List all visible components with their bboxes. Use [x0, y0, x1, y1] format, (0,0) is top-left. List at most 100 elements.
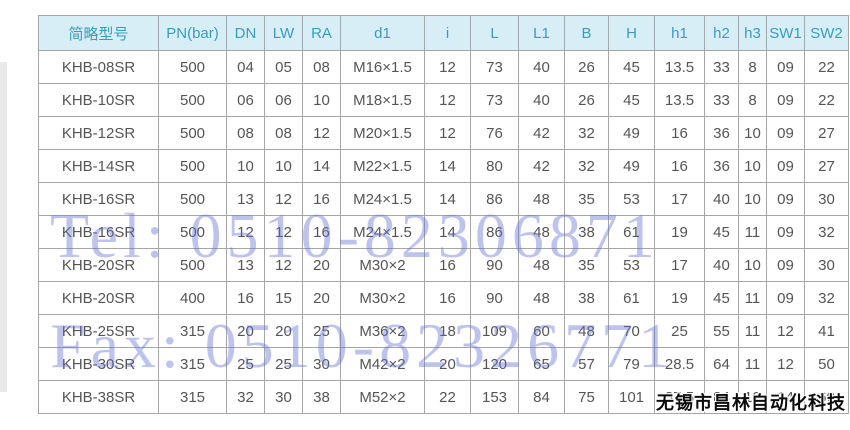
table-cell: 12: [424, 83, 471, 117]
table-cell: 20: [302, 281, 341, 315]
table-cell: 86: [470, 215, 519, 249]
table-cell: M18×1.5: [340, 83, 425, 117]
table-cell: 500: [158, 248, 227, 282]
table-cell: 32: [564, 116, 609, 150]
table-cell: 16: [424, 281, 471, 315]
table-cell: 30: [264, 380, 303, 414]
table-cell: 33: [704, 83, 739, 117]
column-header: 简略型号: [38, 15, 159, 51]
table-cell: 17: [654, 248, 705, 282]
table-cell: 30: [804, 182, 849, 216]
table-cell: 08: [264, 116, 303, 150]
table-row: KHB-16SR 500 12 12 16 M24×1.5 14 86 48 38 61 19 45 11…: [38, 215, 849, 249]
table-cell: 45: [608, 83, 655, 117]
table-cell: 10: [738, 149, 767, 183]
table-cell: 13: [226, 248, 265, 282]
table-row: KHB-25SR 315 20 20 25 M36×2 18 109 60 48 70 25 55 11 1…: [38, 314, 849, 348]
table-cell: 73: [470, 50, 519, 84]
column-header: H: [608, 15, 655, 51]
table-cell: M16×1.5: [340, 50, 425, 84]
table-cell: 45: [608, 50, 655, 84]
table-cell: 25: [226, 347, 265, 381]
table-cell: 14: [424, 215, 471, 249]
table-cell: 12: [264, 248, 303, 282]
table-cell: 90: [470, 281, 519, 315]
table-cell: 55: [704, 314, 739, 348]
table-cell: 25: [264, 347, 303, 381]
table-cell: 8: [738, 83, 767, 117]
table-cell: 25: [302, 314, 341, 348]
table-cell: 08: [226, 116, 265, 150]
table-cell: 45: [704, 281, 739, 315]
table-cell: 8: [738, 50, 767, 84]
table-cell: 33: [704, 50, 739, 84]
table-cell: 49: [608, 149, 655, 183]
table-cell: 22: [804, 50, 849, 84]
table-cell: 27: [804, 116, 849, 150]
table-cell: 48: [518, 281, 565, 315]
table-cell: 06: [226, 83, 265, 117]
table-cell: 16: [226, 281, 265, 315]
table-cell: M22×1.5: [340, 149, 425, 183]
table-row: KHB-14SR 500 10 10 14 M22×1.5 14 80 42 32 49 16 36 10…: [38, 149, 849, 183]
table-cell: 42: [518, 149, 565, 183]
model-cell: KHB-12SR: [38, 116, 159, 150]
table-cell: 65: [518, 347, 565, 381]
table-cell: 57: [564, 347, 609, 381]
table-cell: 12: [766, 314, 805, 348]
table-cell: 16: [302, 182, 341, 216]
column-header: SW1: [766, 15, 805, 51]
column-header: i: [424, 15, 471, 51]
model-cell: KHB-16SR: [38, 215, 159, 249]
table-cell: 400: [158, 281, 227, 315]
model-cell: KHB-20SR: [38, 248, 159, 282]
table-cell: 80: [470, 149, 519, 183]
table-cell: 32: [564, 149, 609, 183]
table-cell: 315: [158, 314, 227, 348]
table-cell: M30×2: [340, 248, 425, 282]
table-cell: 50: [804, 347, 849, 381]
table-cell: 28.5: [654, 347, 705, 381]
table-cell: 61: [608, 215, 655, 249]
table-cell: 16: [654, 149, 705, 183]
model-cell: KHB-08SR: [38, 50, 159, 84]
table-cell: 101: [608, 380, 655, 414]
table-cell: M30×2: [340, 281, 425, 315]
model-cell: KHB-25SR: [38, 314, 159, 348]
table-cell: 13.5: [654, 83, 705, 117]
table-cell: 12: [264, 215, 303, 249]
table-cell: 11: [738, 281, 767, 315]
table-cell: 16: [424, 248, 471, 282]
table-cell: 70: [608, 314, 655, 348]
table-cell: 315: [158, 347, 227, 381]
table-cell: 500: [158, 215, 227, 249]
table-cell: 42: [518, 116, 565, 150]
table-cell: 500: [158, 50, 227, 84]
table-cell: 48: [518, 182, 565, 216]
table-cell: 79: [608, 347, 655, 381]
table-cell: 500: [158, 83, 227, 117]
column-header: B: [564, 15, 609, 51]
table-cell: 10: [738, 182, 767, 216]
column-header: h3: [738, 15, 767, 51]
table-cell: 11: [738, 347, 767, 381]
table-cell: 90: [470, 248, 519, 282]
column-header: d1: [340, 15, 425, 51]
table-cell: 10: [738, 116, 767, 150]
table-cell: 20: [302, 248, 341, 282]
table-cell: 49: [608, 116, 655, 150]
table-cell: 64: [704, 347, 739, 381]
table-cell: 53: [608, 248, 655, 282]
table-cell: 40: [704, 248, 739, 282]
table-cell: 84: [704, 380, 739, 414]
column-header: PN(bar): [158, 15, 227, 51]
column-header: LW: [264, 15, 303, 51]
table-cell: 10: [264, 149, 303, 183]
table-cell: 14: [424, 149, 471, 183]
table-cell: 09: [766, 248, 805, 282]
table-cell: 12: [424, 116, 471, 150]
table-cell: 76: [470, 116, 519, 150]
table-cell: 32: [804, 215, 849, 249]
